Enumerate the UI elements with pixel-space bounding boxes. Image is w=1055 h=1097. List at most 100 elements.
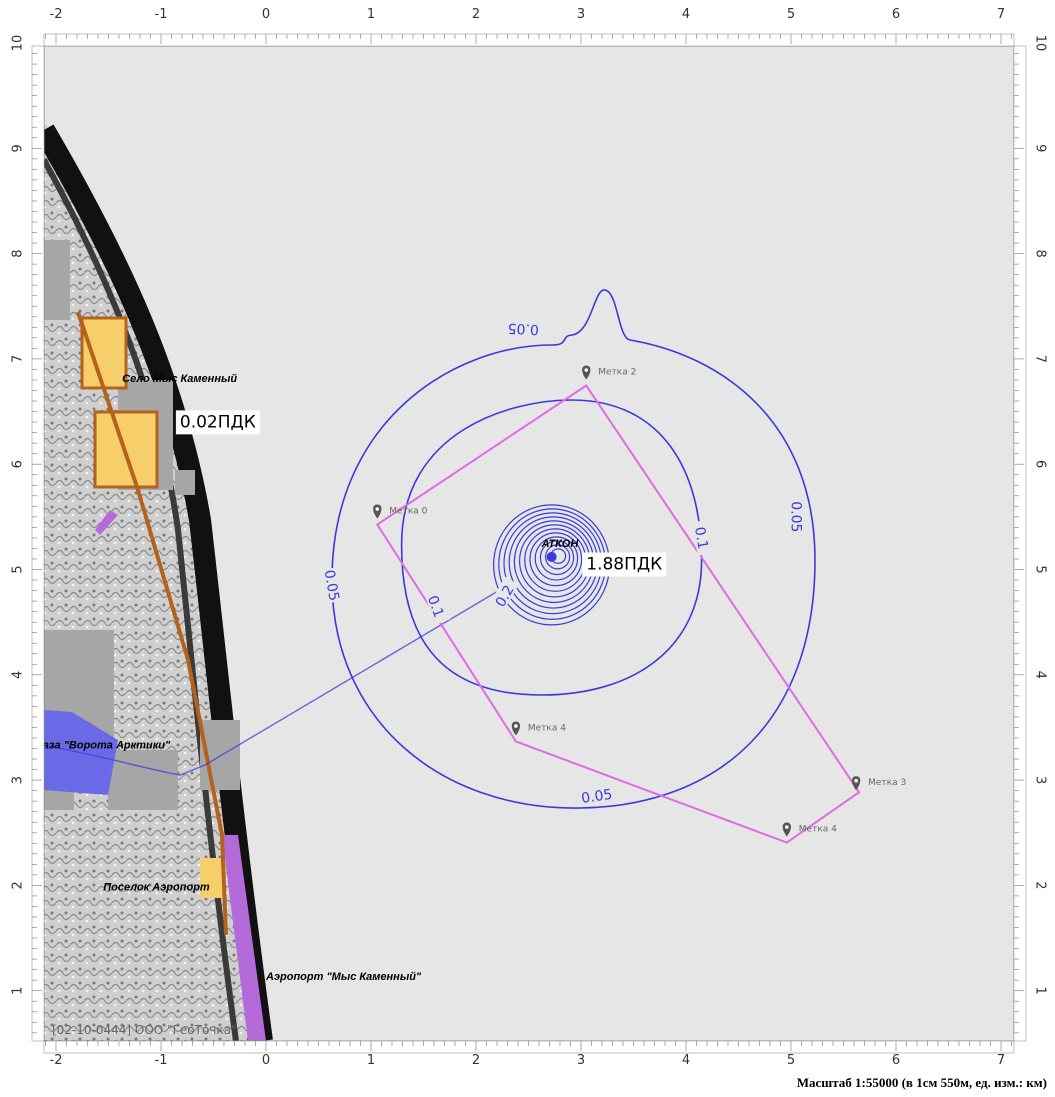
marker-label: Метка 2 <box>598 368 636 378</box>
marker-pin[interactable]: Метка 3 <box>851 776 906 791</box>
y-tick-label: 5 <box>1033 565 1048 573</box>
map-pin-dot <box>375 507 380 511</box>
x-tick-label: 6 <box>892 1053 900 1068</box>
isoline-inner <box>544 544 571 570</box>
marker-label: Метка 4 <box>528 723 566 733</box>
x-tick-label: -1 <box>155 1053 168 1068</box>
y-tick-label: 3 <box>1033 776 1048 784</box>
y-tick-label: 2 <box>1033 881 1048 889</box>
y-tick-label: 1 <box>11 987 26 995</box>
y-ruler <box>1013 45 1027 1042</box>
y-tick-label: 4 <box>11 671 26 679</box>
y-tick-label: 10 <box>11 35 26 52</box>
isoline-0-1 <box>400 399 703 696</box>
airport-small <box>95 510 118 535</box>
y-tick-label: 10 <box>1033 35 1048 52</box>
contour-label-bg <box>423 587 451 625</box>
isoline-inner <box>534 536 579 581</box>
x-tick-label: 1 <box>367 1053 375 1068</box>
map-pin-dot <box>584 368 589 372</box>
isoline-inner <box>539 540 575 576</box>
contour-label: 0.1 <box>424 593 447 619</box>
x-tick-label: -1 <box>155 7 168 22</box>
y-tick-label: 7 <box>1033 355 1048 363</box>
x-tick-label: 2 <box>472 7 480 22</box>
map-pin-icon <box>511 721 521 736</box>
sampling-polygon <box>375 384 861 844</box>
marker-label: Метка 3 <box>868 778 906 788</box>
contour-label-bg <box>505 321 541 340</box>
x-tick-label: 6 <box>892 7 900 22</box>
coastline-inner <box>44 158 239 1041</box>
contour-label-bg <box>322 566 344 604</box>
contour-label: 0.05 <box>787 501 803 532</box>
contour-label: 0.05 <box>321 569 342 602</box>
x-tick-label: 0 <box>262 7 270 22</box>
contour-label: 0.1 <box>691 526 711 551</box>
marker-pin[interactable]: Метка 0 <box>373 504 428 519</box>
y-tick-label: 8 <box>1033 249 1048 257</box>
y-tick-label: 8 <box>11 249 26 257</box>
y-tick-label: 9 <box>1033 144 1048 152</box>
marker-label: Метка 4 <box>799 825 837 835</box>
road <box>76 311 228 936</box>
y-ruler <box>31 45 45 1042</box>
pdk-label-bg <box>582 552 667 577</box>
org-label: [02-10-0444] ООО "ГеоТочка" <box>52 1023 237 1037</box>
marker-label: Метка 0 <box>389 507 427 517</box>
place-label: Село Мыс Каменный <box>122 373 237 385</box>
isoline-0-05 <box>331 289 816 809</box>
y-tick-label: 9 <box>11 144 26 152</box>
x-tick-label: 5 <box>787 7 795 22</box>
marker-pin[interactable]: Метка 2 <box>582 365 636 380</box>
y-tick-label: 5 <box>11 565 26 573</box>
x-tick-label: -2 <box>50 1053 63 1068</box>
x-tick-label: 2 <box>472 1053 480 1068</box>
map-pin-icon <box>782 822 791 837</box>
contour-label-bg <box>488 576 519 615</box>
marker-pin[interactable]: Метка 4 <box>511 721 566 736</box>
map-pin-icon <box>582 365 591 380</box>
place-label: Аэропорт "Мыс Каменный" <box>265 971 422 983</box>
x-tick-label: -2 <box>50 7 63 22</box>
sampling-markers: Метка 2 Метка 0 Метка 4 Метка 3 Метка 4 <box>373 365 906 837</box>
isoline-inner <box>529 532 583 587</box>
pdk-label: 0.02ПДК <box>180 412 256 432</box>
axis-rulers: -2 -2 -1 -1 0 0 1 1 2 2 3 3 4 4 5 5 6 6 7 7 10 10 9 9 8 8 7 7 6 6 5 5 4 4… <box>11 7 1048 1068</box>
pdk-label: 1.88ПДК <box>586 555 662 575</box>
map-pin-dot <box>514 724 518 728</box>
x-ruler <box>43 33 1015 47</box>
x-tick-label: 1 <box>367 7 375 22</box>
map-pin-dot <box>785 825 789 829</box>
plume-leader-line <box>43 591 497 776</box>
x-tick-label: 7 <box>997 1053 1005 1068</box>
contour-label-bg <box>691 519 714 556</box>
map-pin-dot <box>854 778 858 783</box>
contour-label: 0.05 <box>507 320 539 338</box>
map-pin-icon <box>373 504 382 519</box>
y-tick-label: 1 <box>1033 987 1048 995</box>
source-label: АТКОН <box>541 538 580 550</box>
x-tick-label: 3 <box>577 1053 585 1068</box>
scale-label: Масштаб 1:55000 (в 1см 550м, ед. изм.: к… <box>796 1075 1047 1090</box>
x-tick-label: 4 <box>682 1053 690 1068</box>
x-tick-label: 7 <box>997 7 1005 22</box>
y-tick-label: 2 <box>11 881 26 889</box>
contour-label: 0.05 <box>580 787 613 807</box>
place-label: Поселок Аэропорт <box>103 882 210 894</box>
marker-pin[interactable]: Метка 4 <box>782 822 837 837</box>
sampling-polygon-line <box>375 384 861 844</box>
x-tick-label: 5 <box>787 1053 795 1068</box>
y-tick-label: 4 <box>1033 671 1048 679</box>
map-pin-icon <box>851 776 861 791</box>
y-tick-label: 3 <box>11 776 26 784</box>
x-tick-label: 0 <box>262 1053 270 1068</box>
x-tick-label: 4 <box>682 7 690 22</box>
airport-strip[interactable] <box>222 835 266 1041</box>
place-label: База "Ворота Арктики" <box>35 740 171 752</box>
source-point[interactable] <box>546 551 557 562</box>
x-ruler <box>43 1040 1015 1054</box>
x-tick-label: 3 <box>577 7 585 22</box>
